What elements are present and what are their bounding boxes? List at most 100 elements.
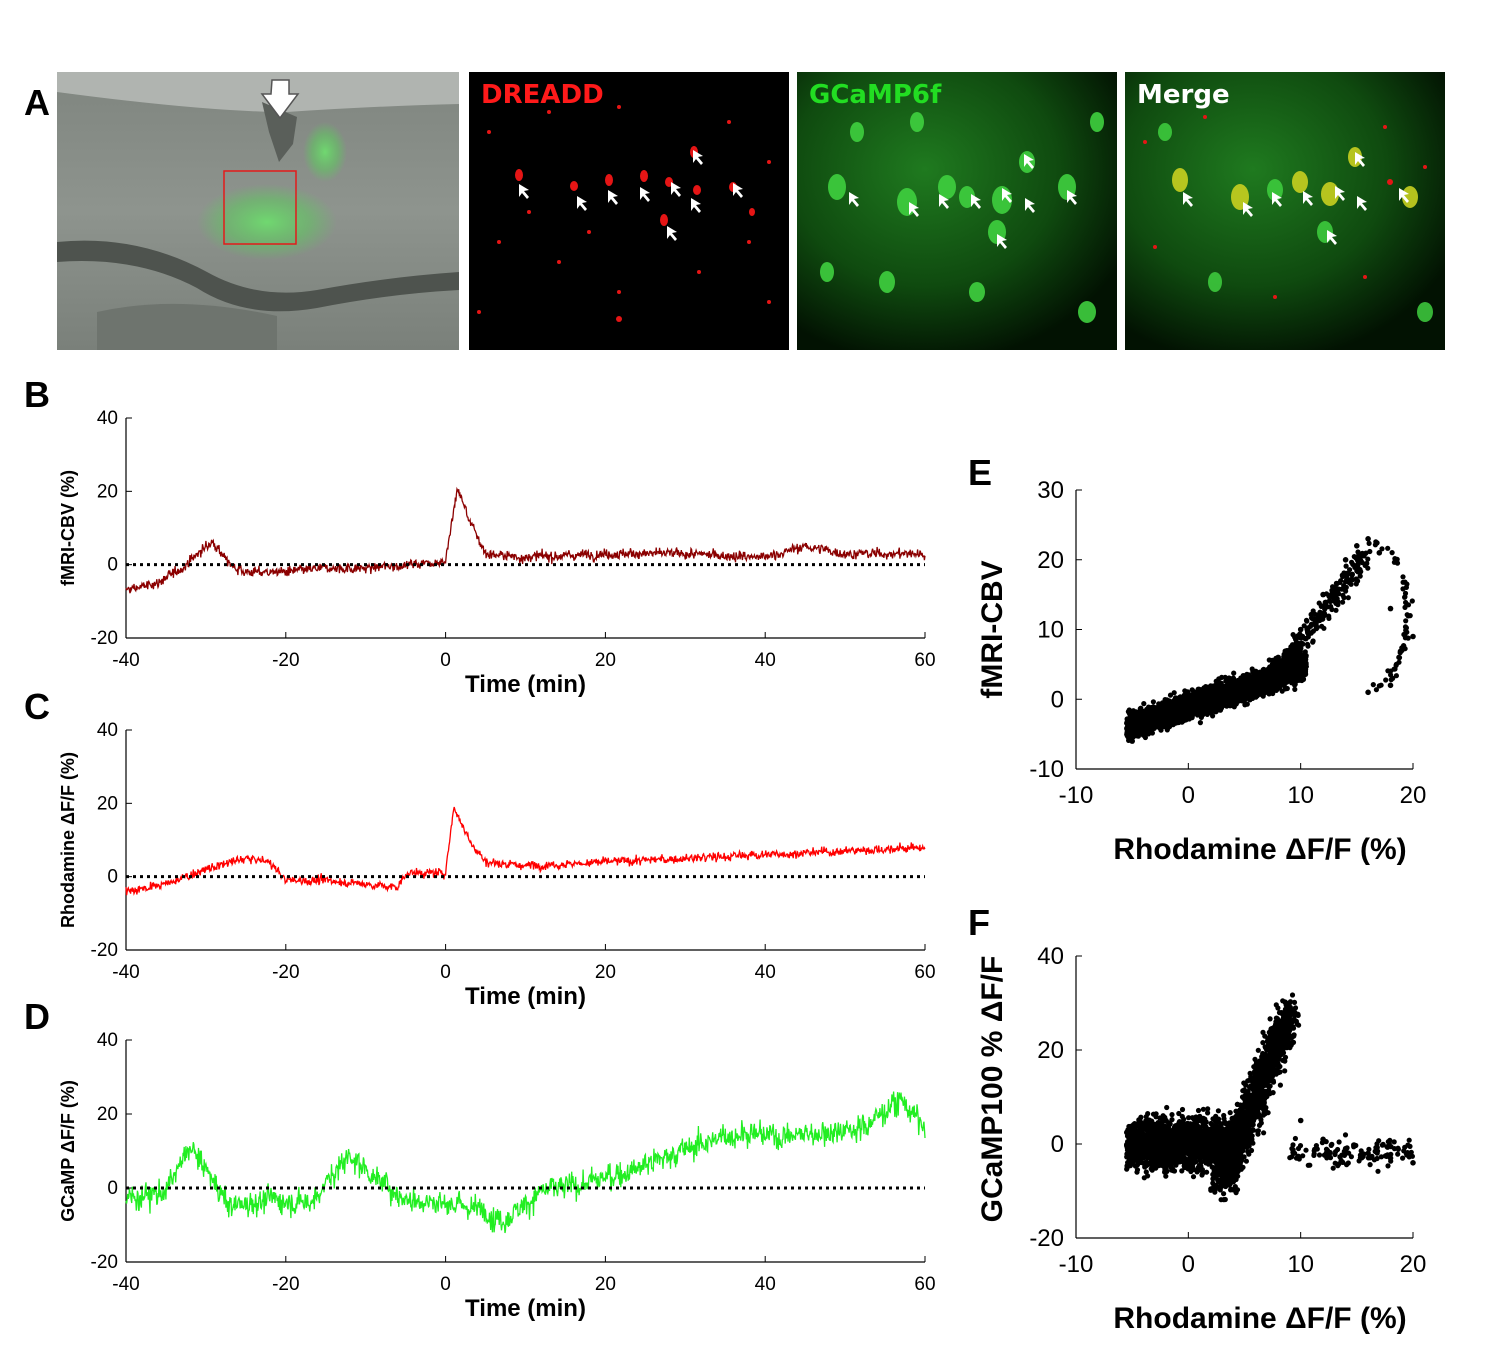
scatter-point: [1355, 578, 1361, 584]
scatter-point: [1247, 697, 1253, 703]
scatter-point: [1182, 700, 1188, 706]
scatter-point: [1190, 1174, 1197, 1180]
scatter-point: [1169, 708, 1175, 715]
scatter-point: [1313, 617, 1319, 623]
y-tick-label: 40: [1037, 943, 1064, 970]
scatter-point: [1194, 1145, 1200, 1151]
scatter-point: [1239, 675, 1245, 681]
scatter-point: [1186, 1165, 1192, 1172]
y-tick-label: -20: [91, 940, 118, 961]
scatter-point: [1259, 670, 1266, 676]
scatter-point: [1141, 1175, 1147, 1181]
x-axis-label: Rhodamine ΔF/F (%): [1113, 1302, 1406, 1335]
x-tick-label: -40: [112, 650, 139, 671]
scatter-point: [1143, 1169, 1149, 1175]
y-tick-label: 40: [97, 720, 118, 741]
scatter-point: [1202, 708, 1208, 714]
scatter-point: [1208, 708, 1214, 714]
panel-letter-a: A: [24, 82, 50, 123]
scatter-point: [1243, 691, 1249, 697]
x-tick-label: -10: [1059, 782, 1094, 809]
scatter-point: [1169, 1117, 1175, 1123]
scatter-point: [1404, 612, 1410, 618]
scatter-point: [1163, 1166, 1169, 1172]
scatter-point: [1365, 689, 1371, 696]
gcamp-drawing: [797, 72, 1117, 350]
brain-slice-drawing: [57, 72, 459, 350]
scatter-point: [1221, 1116, 1227, 1122]
scatter-point: [1345, 595, 1351, 601]
trace-line: [125, 1091, 926, 1234]
scatter-point: [1367, 548, 1373, 555]
y-tick-label: 20: [97, 793, 118, 814]
scatter-point: [1410, 633, 1416, 640]
x-tick-label: 40: [755, 650, 776, 671]
scatter-point: [1138, 1129, 1144, 1135]
scatter-point: [1376, 683, 1382, 689]
scatter-point: [1356, 556, 1362, 562]
scatter-point: [1196, 708, 1203, 714]
scatter-point: [1146, 1137, 1152, 1143]
scatter-point: [1300, 676, 1306, 682]
scatter-point: [1171, 1152, 1177, 1159]
scatter-point: [1214, 683, 1220, 689]
scatter-point: [1239, 698, 1245, 704]
scatter-point: [1290, 657, 1296, 663]
scatter-point: [1205, 1106, 1211, 1112]
scatter-point: [1337, 579, 1343, 586]
y-tick-label: 20: [97, 481, 118, 502]
scatter-point: [1235, 692, 1241, 698]
scatter-point: [1137, 1138, 1144, 1144]
y-axis-label: GCaMP100 % ΔF/F: [976, 956, 1009, 1223]
x-tick-label: 60: [914, 962, 935, 983]
scatter-point: [1183, 693, 1189, 699]
scatter-point: [1222, 687, 1228, 693]
scatter-point: [1297, 1117, 1304, 1124]
y-tick-label: 0: [107, 1178, 118, 1199]
scatter-point: [1277, 666, 1283, 672]
scatter-point: [1294, 635, 1300, 642]
scatter-point: [1354, 543, 1360, 549]
scatter-point: [1173, 701, 1179, 707]
scatter-point: [1145, 708, 1152, 714]
scatter-point: [1132, 1121, 1138, 1127]
scatter-point: [1191, 701, 1197, 707]
y-axis-label: Rhodamine ΔF/F (%): [58, 752, 78, 928]
scatter-point: [1396, 655, 1403, 661]
scatter-point: [1302, 649, 1308, 655]
scatter-point: [1179, 1125, 1185, 1131]
x-tick-label: 20: [595, 650, 616, 671]
x-tick-label: 10: [1287, 782, 1314, 809]
scatter-point: [1266, 691, 1272, 697]
scatter-point: [1200, 1150, 1207, 1156]
x-tick-label: -20: [272, 1274, 299, 1295]
scatter-point: [1354, 566, 1360, 572]
x-tick-label: 60: [914, 1274, 935, 1295]
scatter-point: [1156, 1149, 1162, 1155]
scatter-point: [1150, 1163, 1156, 1169]
y-axis-label: GCaMP ΔF/F (%): [58, 1080, 78, 1222]
x-tick-label: -20: [272, 962, 299, 983]
scatter-point: [1176, 695, 1182, 701]
scatter-point: [1233, 701, 1239, 707]
y-tick-label: 40: [97, 1030, 118, 1051]
scatter-point: [1292, 673, 1298, 679]
scatter-point: [1292, 686, 1298, 693]
scatter-point: [1191, 689, 1197, 695]
scatter-point: [1164, 1104, 1170, 1111]
scatter-point: [1282, 686, 1288, 692]
x-axis-label: Time (min): [465, 1295, 586, 1322]
scatter-point: [1326, 615, 1332, 622]
scatter-point: [1136, 1142, 1142, 1148]
scatter-point: [1197, 688, 1203, 694]
scatter-point: [1304, 641, 1311, 647]
y-tick-label: 10: [1037, 617, 1064, 644]
scatter-point: [1166, 1135, 1172, 1141]
x-axis-label: Rhodamine ΔF/F (%): [1113, 833, 1406, 866]
scatter-point: [1142, 734, 1148, 741]
scatter-point: [1149, 724, 1156, 731]
scatter-point: [1209, 1133, 1215, 1139]
